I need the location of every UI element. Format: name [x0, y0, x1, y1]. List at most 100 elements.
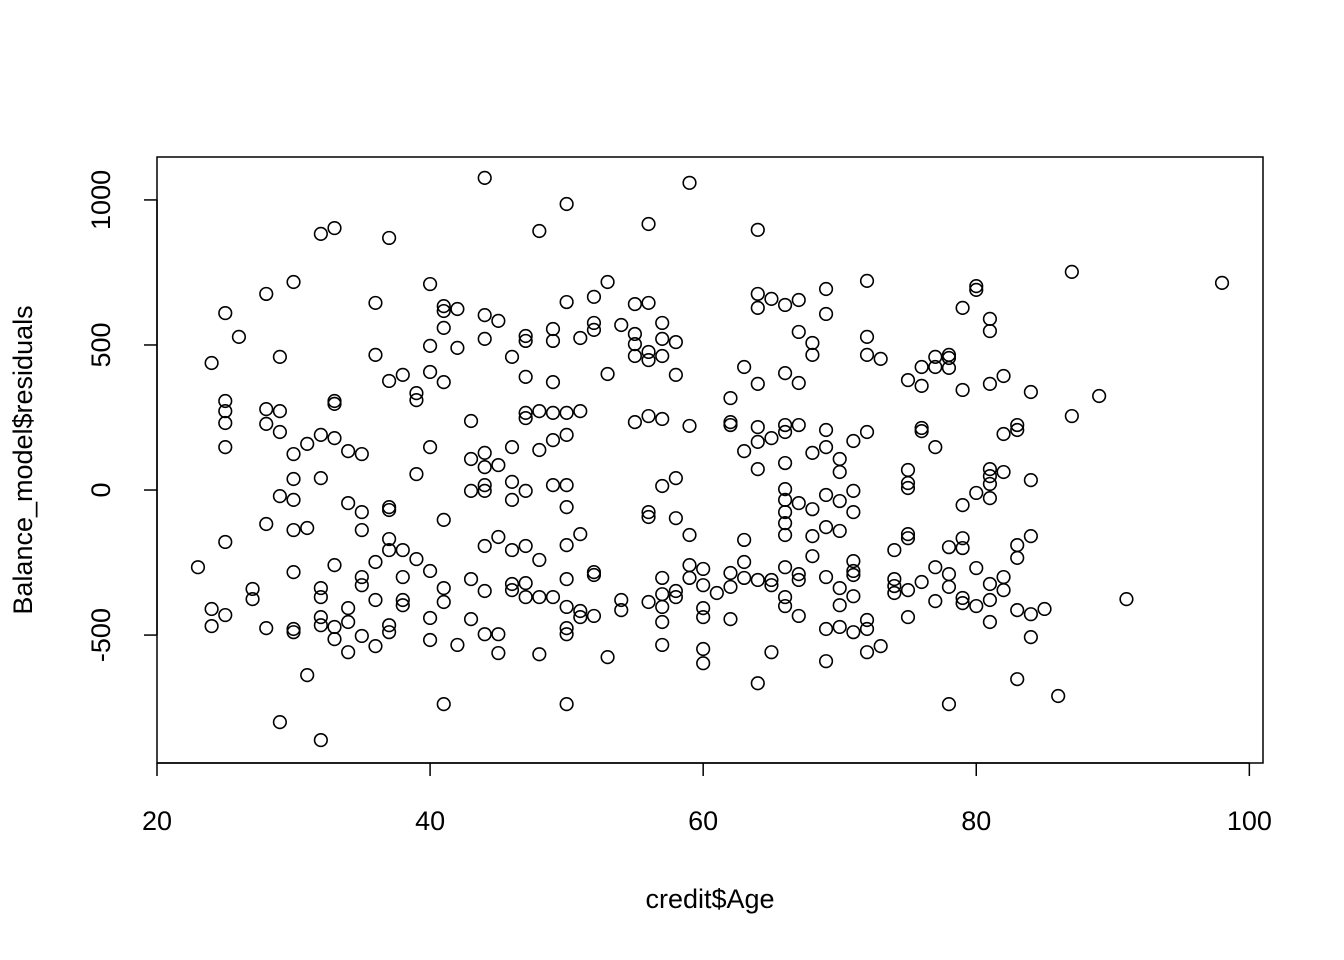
- point: [996, 368, 1011, 384]
- point: [491, 529, 506, 545]
- point: [218, 393, 233, 409]
- point: [873, 638, 888, 654]
- point: [272, 404, 287, 419]
- point: [245, 591, 260, 607]
- point: [914, 359, 929, 375]
- point: [300, 520, 315, 536]
- point: [655, 411, 670, 427]
- point: [600, 274, 615, 290]
- point: [941, 579, 957, 595]
- point: [682, 175, 697, 190]
- point: [900, 527, 916, 542]
- point: [477, 331, 492, 346]
- point: [805, 529, 820, 544]
- point: [1023, 384, 1038, 400]
- point: [818, 569, 834, 585]
- point: [532, 442, 547, 458]
- point: [818, 422, 834, 438]
- point: [941, 360, 957, 375]
- point: [436, 320, 451, 335]
- point: [723, 565, 738, 581]
- point: [382, 531, 397, 547]
- point: [477, 460, 492, 475]
- point: [928, 359, 943, 375]
- x-tick-label: 20: [142, 806, 172, 836]
- point: [382, 502, 397, 518]
- point: [928, 439, 943, 455]
- point: [655, 599, 670, 615]
- point: [696, 561, 711, 577]
- point: [422, 563, 438, 579]
- point: [573, 603, 588, 619]
- point: [1010, 417, 1025, 433]
- point: [750, 222, 765, 237]
- point: [1010, 550, 1025, 566]
- point: [859, 347, 875, 362]
- point: [832, 451, 847, 467]
- point: [327, 619, 342, 635]
- point: [969, 278, 984, 294]
- point: [313, 471, 328, 486]
- point: [982, 614, 998, 630]
- point: [750, 434, 765, 449]
- point: [982, 491, 998, 506]
- point: [614, 592, 629, 608]
- point: [231, 329, 247, 344]
- point: [313, 427, 328, 443]
- point: [900, 475, 916, 491]
- y-tick-label: -500: [86, 608, 116, 662]
- point: [204, 601, 219, 617]
- point: [504, 583, 520, 598]
- point: [1037, 601, 1052, 617]
- point: [477, 583, 492, 599]
- point: [559, 196, 574, 212]
- point: [682, 570, 697, 586]
- point: [832, 523, 847, 539]
- point: [313, 618, 328, 633]
- point: [368, 592, 383, 608]
- point: [723, 417, 738, 433]
- point: [586, 315, 602, 331]
- point: [969, 598, 984, 614]
- point: [286, 621, 301, 637]
- point: [846, 483, 861, 498]
- point: [928, 560, 943, 575]
- point: [941, 347, 957, 362]
- point: [832, 464, 847, 480]
- point: [655, 348, 670, 364]
- point: [737, 444, 752, 459]
- point: [436, 594, 451, 610]
- point: [463, 612, 479, 627]
- point: [600, 366, 615, 382]
- point: [750, 286, 765, 302]
- point: [532, 552, 547, 568]
- point: [559, 599, 574, 615]
- point: [928, 594, 943, 609]
- point: [286, 471, 301, 487]
- point: [818, 621, 834, 637]
- point: [286, 446, 301, 462]
- point: [586, 322, 602, 337]
- point: [218, 534, 233, 550]
- point: [996, 569, 1011, 585]
- point: [368, 638, 383, 654]
- point: [436, 299, 451, 314]
- point: [791, 608, 806, 624]
- point: [518, 538, 533, 554]
- point: [696, 609, 711, 625]
- x-tick-label: 80: [961, 806, 991, 836]
- point: [545, 321, 561, 337]
- point: [477, 445, 492, 460]
- point: [805, 347, 820, 362]
- point: [750, 300, 765, 315]
- point: [368, 554, 383, 570]
- point: [586, 567, 602, 583]
- point: [941, 697, 957, 712]
- point: [395, 598, 410, 613]
- point: [190, 560, 206, 575]
- point: [641, 408, 656, 424]
- point: [873, 351, 888, 367]
- point: [286, 625, 301, 640]
- point: [791, 567, 806, 582]
- point: [791, 417, 806, 433]
